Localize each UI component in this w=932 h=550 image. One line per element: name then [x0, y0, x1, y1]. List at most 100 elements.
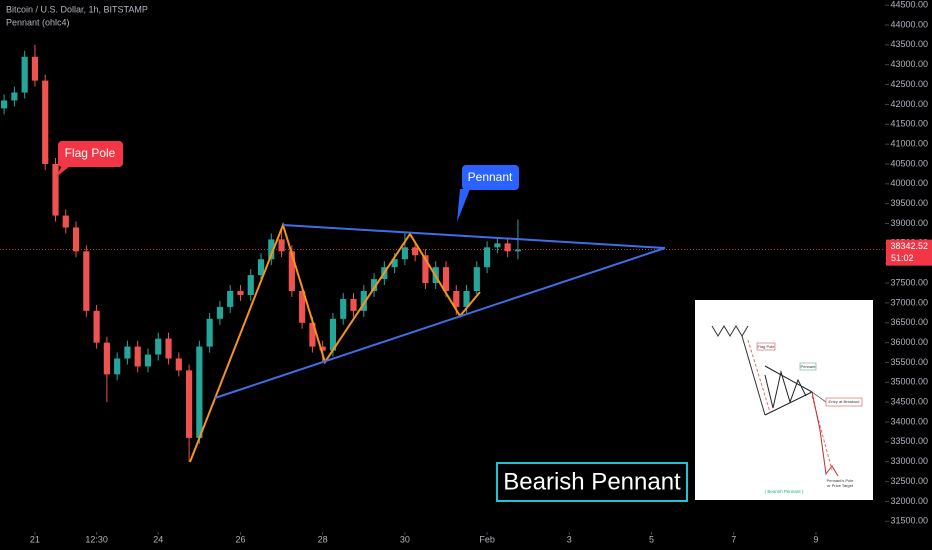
x-tick-label: 3 [567, 534, 572, 544]
y-tick-label: 32500.00 [890, 476, 928, 486]
candle-body [370, 279, 378, 292]
y-tick-label: 35500.00 [890, 357, 928, 367]
candle-body [31, 56, 39, 81]
y-tick-label: 44000.00 [890, 19, 928, 29]
y-tick-label: 33000.00 [890, 456, 928, 466]
candle-body [165, 338, 172, 359]
banner-box [496, 462, 688, 502]
candle-body [144, 354, 152, 367]
candle-body [484, 247, 491, 268]
price-axis [885, 0, 932, 550]
x-tick-label: 5 [649, 534, 654, 544]
inset-label: Pennant's Pole [827, 478, 855, 483]
candle-body [206, 318, 213, 347]
pennant-label: Pennant [468, 170, 513, 184]
y-tick-label: 39500.00 [890, 198, 928, 208]
y-tick-label: 36500.00 [890, 317, 928, 327]
y-tick-label: 36000.00 [890, 337, 928, 347]
inset-diagram: Flag Pole Pennant Entry at Breakout Penn… [695, 300, 873, 500]
candle-body [309, 322, 316, 347]
candle-body [319, 346, 326, 351]
inset-label: or Price Target [827, 483, 854, 488]
inset-label: Pennant [801, 364, 817, 369]
candle-body [247, 275, 254, 295]
candle-body [216, 306, 223, 319]
candle-body [391, 259, 398, 268]
candle-body [299, 291, 306, 323]
callout-pointer [55, 166, 70, 178]
last-price-label: 38342.52 [890, 241, 928, 251]
candle-body [175, 358, 182, 371]
x-tick-label: 24 [153, 534, 163, 544]
candle-body [412, 247, 419, 256]
candle-body [453, 291, 460, 307]
x-tick-label: 9 [813, 534, 818, 544]
candle-body [401, 247, 408, 260]
candle-body [103, 342, 110, 375]
callout [58, 141, 123, 167]
candle-body [42, 80, 49, 164]
banner-title: Bearish Pennant [503, 468, 681, 495]
flag-pole-label: Flag Pole [65, 146, 116, 160]
y-tick-label: 39000.00 [890, 218, 928, 228]
x-tick-label: 21 [30, 534, 40, 544]
candle-body [329, 318, 337, 351]
y-tick-label: 31500.00 [890, 516, 928, 526]
y-tick-label: 42500.00 [890, 79, 928, 89]
y-tick-label: 44500.00 [890, 0, 928, 10]
candle-body [494, 243, 501, 248]
candle-body [134, 346, 141, 367]
y-tick-label: 32000.00 [890, 496, 928, 506]
candle-body [93, 310, 100, 343]
candle-body [514, 249, 522, 252]
candle-body [257, 259, 265, 276]
candle-body [340, 298, 347, 319]
y-tick-label: 37000.00 [890, 297, 928, 307]
candle-body [1, 100, 8, 109]
candle-body [83, 251, 90, 311]
candle-body [124, 346, 131, 359]
last-price-box [886, 239, 932, 266]
y-tick-label: 41500.00 [890, 119, 928, 129]
x-tick-label: 30 [400, 534, 410, 544]
candle-body [52, 163, 59, 216]
y-tick-label: 41000.00 [890, 138, 928, 148]
y-tick-label: 33500.00 [890, 436, 928, 446]
candle-body [21, 56, 28, 93]
candle-body [473, 267, 480, 292]
inset-label: Flag Pole [758, 344, 776, 349]
candle-body [360, 291, 367, 311]
countdown-label: 51:02 [891, 253, 914, 263]
pennant-lower [214, 247, 666, 399]
candle-body [11, 92, 18, 101]
x-tick-label: 28 [318, 534, 328, 544]
candle-body [72, 227, 80, 252]
candle-body [186, 370, 193, 438]
candle-body [155, 338, 162, 355]
y-tick-label: 35000.00 [890, 377, 928, 387]
y-tick-label: 34000.00 [890, 416, 928, 426]
y-tick-label: 43000.00 [890, 59, 928, 69]
candle-body [237, 291, 244, 295]
header-indicator: Pennant (ohlc4) [6, 17, 70, 27]
zigzag [189, 221, 481, 463]
pennant-upper [282, 224, 666, 249]
candle-body [278, 239, 285, 252]
inset-label: Entry at Breakout [829, 399, 861, 404]
candle-body [114, 358, 121, 375]
y-tick-label: 42000.00 [890, 99, 928, 109]
x-tick-label: Feb [479, 534, 495, 544]
candle-body [422, 255, 429, 284]
header-symbol: Bitcoin / U.S. Dollar, 1h, BITSTAMP [6, 4, 148, 14]
y-tick-label: 40000.00 [890, 178, 928, 188]
candle-body [350, 298, 357, 311]
candle-body [442, 267, 450, 292]
y-tick-label: 34500.00 [890, 397, 928, 407]
candle-body [227, 291, 234, 307]
candle-body [62, 215, 69, 228]
candle-body [268, 239, 275, 260]
x-tick-label: 12:30 [85, 534, 108, 544]
y-tick-label: 40500.00 [890, 158, 928, 168]
